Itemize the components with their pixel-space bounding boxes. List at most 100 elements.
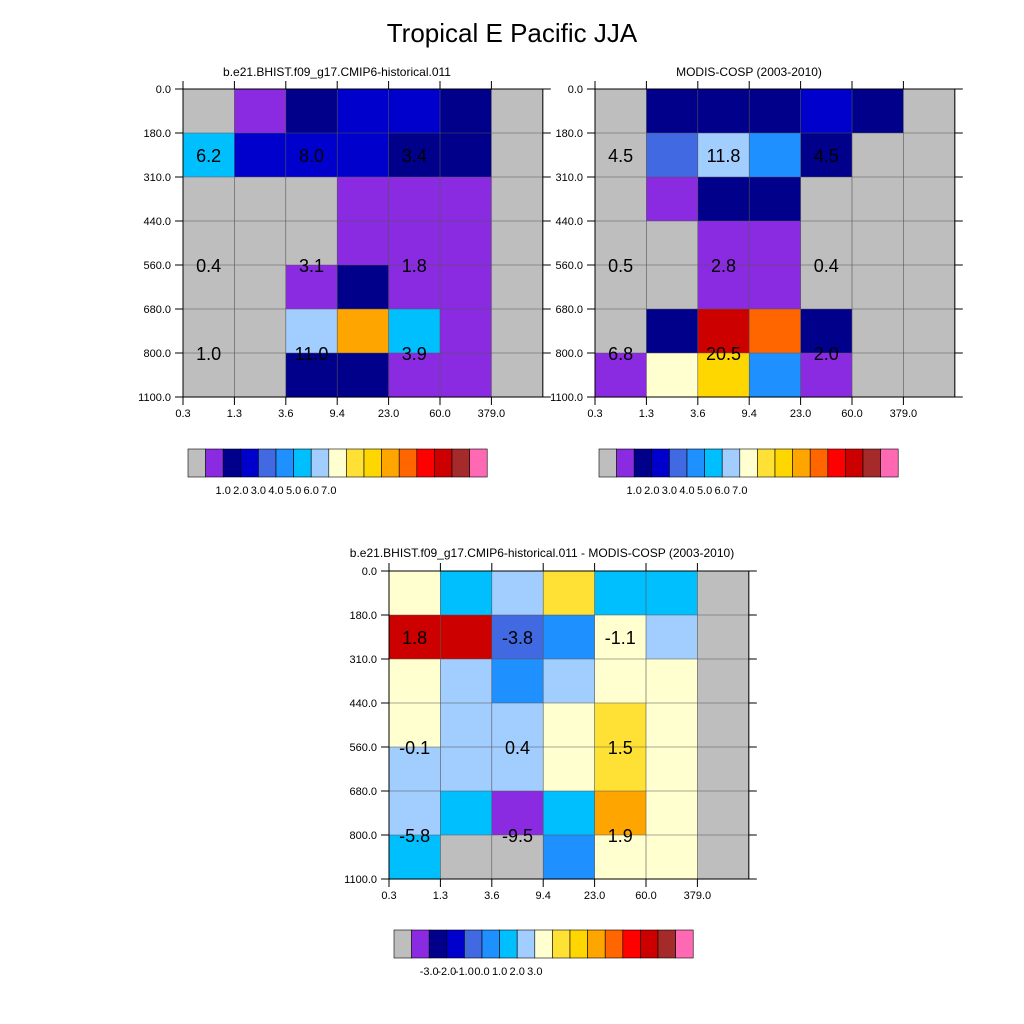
data-label: 11.8 (707, 146, 741, 166)
heatmap-cell (234, 89, 287, 134)
heatmap-cell (697, 309, 750, 354)
y-tick-label: 560.0 (349, 742, 377, 754)
heatmap-cell (594, 615, 647, 660)
heatmap-cell (697, 221, 750, 266)
heatmap-cell (440, 353, 492, 398)
heatmap-cell (646, 791, 698, 836)
heatmap-cell (852, 353, 904, 398)
heatmap-cell (234, 309, 287, 354)
heatmap-cell (388, 133, 441, 178)
heatmap-cell (388, 353, 441, 398)
plot-frame (594, 88, 956, 398)
data-label: 6.8 (608, 344, 633, 364)
colorbar-swatch (633, 448, 653, 478)
heatmap-cell (749, 353, 802, 398)
heatmap-cell (594, 747, 647, 792)
colorbar-swatch (827, 448, 846, 478)
data-label: 11.0 (295, 344, 329, 364)
y-tick-label: 180.0 (555, 128, 583, 140)
data-label: 3.1 (299, 256, 324, 276)
heatmap-cell (491, 221, 544, 266)
heatmap-cell (388, 221, 441, 266)
x-tick-label: 3.6 (484, 890, 499, 902)
y-tick-label: 440.0 (143, 216, 171, 228)
heatmap-cell (646, 615, 698, 660)
heatmap-cell (234, 221, 287, 266)
heatmap-cell (440, 177, 492, 222)
colorbar-swatch (222, 448, 242, 478)
heatmap-cell (800, 133, 853, 178)
y-tick-label: 0.0 (362, 566, 377, 578)
colorbar-label: -1.0 (455, 966, 474, 978)
heatmap-cell (903, 353, 956, 398)
heatmap-cell (646, 309, 699, 354)
x-tick-label: 1.3 (433, 890, 448, 902)
heatmap-cell (594, 791, 647, 836)
heatmap-cell (183, 309, 235, 354)
y-tick-label: 560.0 (555, 260, 583, 272)
heatmap-cell (234, 265, 287, 310)
heatmap-cell (491, 265, 544, 310)
x-tick-label: 60.0 (635, 890, 656, 902)
colorbar-label: 3.0 (527, 966, 542, 978)
data-label: 0.4 (814, 256, 839, 276)
colorbar-swatch (622, 929, 641, 959)
x-tick-label: 0.3 (587, 408, 602, 420)
heatmap-cell (285, 353, 338, 398)
data-label: 2.0 (814, 344, 839, 364)
x-tick-label: 23.0 (790, 408, 811, 420)
heatmap-cell (388, 177, 441, 222)
colorbar-label: 4.0 (268, 485, 283, 497)
y-tick-label: 800.0 (143, 348, 171, 360)
colorbar-swatch (411, 929, 430, 959)
colorbar-swatch (293, 448, 312, 478)
heatmap-cell (285, 89, 338, 134)
colorbar-swatch (393, 929, 412, 959)
data-label: 3.9 (402, 344, 427, 364)
data-label: 0.4 (505, 738, 530, 758)
colorbar-swatch (328, 448, 347, 478)
heatmap-cell (440, 703, 493, 748)
x-tick-label: 379.0 (478, 408, 506, 420)
data-label: -0.1 (399, 738, 430, 758)
heatmap-cell (183, 353, 235, 398)
heatmap-cell (749, 133, 802, 178)
colorbar-swatch (721, 448, 741, 478)
y-tick-label: 1100.0 (344, 874, 377, 886)
heatmap-cell (697, 133, 750, 178)
heatmap-plot-area: 0.0 180.0 310.0 440.0 560.0 680.0 800.0 1100.0 0… (550, 81, 963, 420)
heatmap-cell (595, 89, 647, 134)
colorbar-label: 2.0 (233, 485, 248, 497)
data-label: 1.0 (196, 344, 221, 364)
heatmap-cell (594, 571, 647, 616)
colorbar-swatch (310, 448, 330, 478)
heatmap-cell (800, 89, 853, 134)
data-label: 0.5 (608, 256, 633, 276)
heatmap-cell (285, 221, 338, 266)
heatmap-cell (903, 221, 956, 266)
heatmap-cell (595, 265, 647, 310)
heatmap-plot-area: 0.0 180.0 310.0 440.0 560.0 680.0 800.0 1100.0 0… (138, 81, 551, 420)
colorbar-label: 4.0 (679, 485, 694, 497)
heatmap-cell (285, 133, 338, 178)
colorbar-swatch (258, 448, 277, 478)
colorbar-label: -2.0 (437, 966, 456, 978)
data-label: 3.4 (402, 146, 427, 166)
heatmap-cell (440, 89, 492, 134)
heatmap-cell (903, 265, 956, 310)
colorbar-swatch (845, 448, 864, 478)
heatmap-cell (183, 133, 235, 178)
heatmap-cell (646, 177, 699, 222)
heatmap-cell (337, 177, 390, 222)
x-tick-label: 9.4 (536, 890, 551, 902)
heatmap-plot-area: 0.0 180.0 310.0 440.0 560.0 680.0 800.0 1100.0 0… (344, 563, 757, 902)
heatmap-cell (903, 309, 956, 354)
heatmap-cell (491, 747, 544, 792)
heatmap-cell (183, 221, 235, 266)
y-tick-label: 800.0 (555, 348, 583, 360)
heatmap-cell (285, 309, 338, 354)
data-label: -9.5 (502, 826, 533, 846)
heatmap-cell (543, 791, 596, 836)
heatmap-cell (594, 835, 647, 880)
heatmap-cell (337, 265, 390, 310)
